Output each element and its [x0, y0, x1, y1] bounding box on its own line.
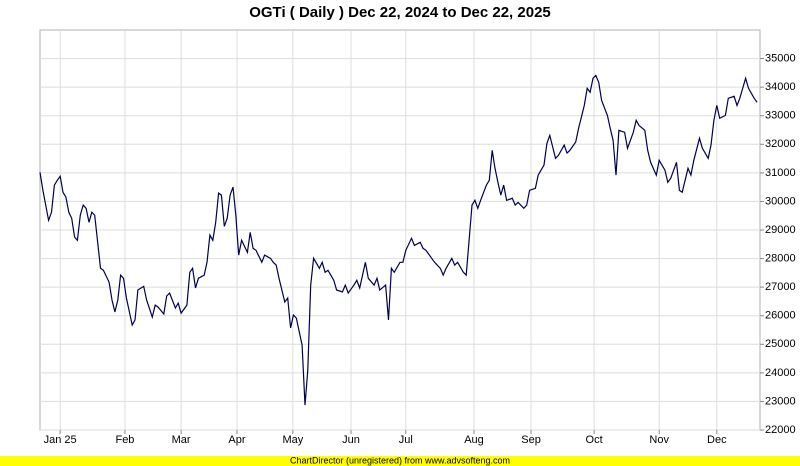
chart-title: OGTi ( Daily ) Dec 22, 2024 to Dec 22, 2… [249, 4, 551, 21]
y-tick-label: 31000 [765, 167, 796, 179]
y-tick-label: 35000 [765, 52, 796, 64]
x-tick-label: May [282, 434, 303, 446]
footer-bar [0, 456, 800, 466]
x-tick-label: Sep [521, 434, 541, 446]
y-tick-label: 22000 [765, 424, 796, 436]
price-line [39, 74, 758, 406]
y-tick-label: 30000 [765, 195, 796, 207]
y-tick-label: 34000 [765, 81, 796, 93]
x-tick-label: Jun [342, 434, 360, 446]
x-tick-label: Feb [115, 434, 134, 446]
y-tick-label: 32000 [765, 138, 796, 150]
x-tick-label: Apr [228, 434, 245, 446]
y-tick-label: 27000 [765, 281, 796, 293]
y-tick-label: 23000 [765, 395, 796, 407]
y-tick-label: 26000 [765, 310, 796, 322]
x-tick-label: Mar [172, 434, 191, 446]
x-tick-label: Dec [707, 434, 727, 446]
y-tick-label: 29000 [765, 224, 796, 236]
x-tick-label: Aug [464, 434, 484, 446]
y-tick-label: 28000 [765, 252, 796, 264]
x-tick-label: Nov [649, 434, 669, 446]
x-tick-label: Oct [586, 434, 603, 446]
x-tick-label: Jan 25 [44, 434, 77, 446]
y-tick-label: 25000 [765, 338, 796, 350]
y-tick-label: 33000 [765, 110, 796, 122]
y-tick-label: 24000 [765, 367, 796, 379]
x-tick-label: Jul [399, 434, 413, 446]
footer: ChartDirector (unregistered) from www.ad… [290, 455, 510, 465]
